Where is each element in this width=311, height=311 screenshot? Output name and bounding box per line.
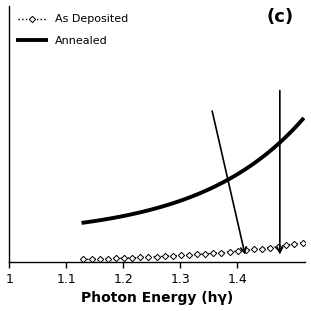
X-axis label: Photon Energy (hγ): Photon Energy (hγ) bbox=[81, 291, 234, 305]
Text: (c): (c) bbox=[267, 8, 294, 26]
Legend: As Deposited, Annealed: As Deposited, Annealed bbox=[15, 11, 132, 49]
